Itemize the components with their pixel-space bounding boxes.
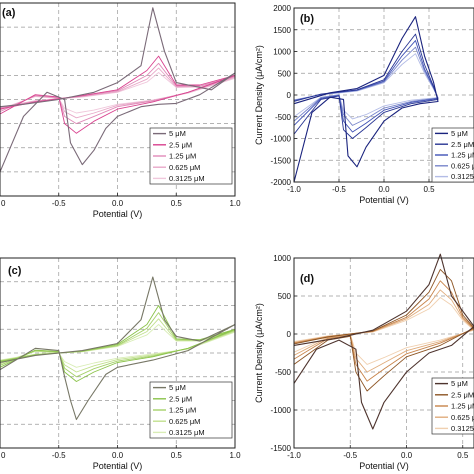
y-tick-label: 500 xyxy=(278,292,292,301)
y-tick-label: -500 xyxy=(275,368,292,377)
legend-entry: 1.25 μM xyxy=(451,151,474,160)
series-line xyxy=(0,318,236,373)
series-line xyxy=(293,297,474,365)
y-tick-label: 2000 xyxy=(273,4,291,13)
legend-entry: 5 μM xyxy=(451,379,468,388)
x-tick-label: 0.0 xyxy=(112,451,124,460)
legend-entry: 1.25 μM xyxy=(451,402,474,411)
y-axis-label: Current Density (μA/cm²) xyxy=(254,45,264,145)
x-tick-label: 0.0 xyxy=(401,451,413,460)
y-tick-label: 1500 xyxy=(273,26,291,35)
series-line xyxy=(0,72,236,114)
legend: 5 μM 2.5 μM 1.25 μM 0.625 μM 0.3125 μM xyxy=(149,127,233,185)
x-tick-label: 0.5 xyxy=(171,199,183,208)
legend-entry: 1.25 μM xyxy=(169,152,196,161)
legend-entry: 5 μM xyxy=(451,129,468,138)
series-line xyxy=(0,55,236,134)
x-tick-label: 0.0 xyxy=(112,199,124,208)
x-tick-label: 1.0 xyxy=(229,199,241,208)
legend-entry: 0.3125 μM xyxy=(451,424,474,433)
series-line xyxy=(0,62,236,125)
y-tick-label: 1000 xyxy=(273,48,291,57)
panel-label: (b) xyxy=(300,13,314,25)
x-tick-label: -0.5 xyxy=(52,451,66,460)
legend-entry: 1.25 μM xyxy=(169,406,196,415)
y-tick-label: -500 xyxy=(275,113,292,122)
y-tick-label: -1500 xyxy=(271,444,292,453)
x-tick-label: -1.0 xyxy=(287,451,301,460)
legend: 5 μM 2.5 μM 1.25 μM 0.625 μM 0.3125 μM xyxy=(431,377,474,435)
series-line xyxy=(293,289,474,373)
y-tick-label: -2000 xyxy=(271,178,292,187)
panel-b: -1.0 -0.5 0.0 0.5 -2000 -1500 -1000 -500 0 500 100… xyxy=(254,4,474,205)
legend-entry: 2.5 μM xyxy=(169,140,192,149)
series-line xyxy=(293,16,439,183)
x-tick-label: -0.5 xyxy=(52,199,66,208)
panel-label: (d) xyxy=(300,273,314,285)
panel-d: -1.0 -0.5 0.0 0.5 -1500 -1000 -500 0 500 1000 Pote… xyxy=(254,253,474,471)
x-tick-label: -1.0 xyxy=(287,185,301,194)
panel-label: (a) xyxy=(2,7,16,19)
x-tick-label: 0 xyxy=(1,451,6,460)
series-line xyxy=(293,268,474,392)
x-axis-label: Potential (V) xyxy=(359,195,409,205)
x-tick-label: 0.5 xyxy=(423,185,435,194)
legend-entry: 5 μM xyxy=(169,383,186,392)
x-axis-label: Potential (V) xyxy=(93,461,143,471)
legend-entry: 0.3125 μM xyxy=(451,172,474,181)
legend-entry: 5 μM xyxy=(169,129,186,138)
x-axis-label: Potential (V) xyxy=(93,209,143,219)
y-tick-label: 500 xyxy=(278,69,292,78)
panel-label: (c) xyxy=(8,265,22,277)
x-tick-label: 0.5 xyxy=(171,451,183,460)
legend-entry: 0.625 μM xyxy=(451,161,474,170)
series-line xyxy=(0,305,236,382)
x-tick-label: 0 xyxy=(1,199,6,208)
legend-entry: 0.3125 μM xyxy=(169,428,205,437)
series-line xyxy=(0,7,236,173)
panel-a: 0 -0.5 0.0 0.5 1.0 Potential (V) (a) 5 μM 2.5 μM… xyxy=(0,2,241,219)
x-tick-label: -0.5 xyxy=(343,451,357,460)
series-line xyxy=(0,276,236,421)
x-tick-label: 1.0 xyxy=(229,451,241,460)
x-tick-label: -0.5 xyxy=(332,185,346,194)
x-tick-label: 0.0 xyxy=(378,185,390,194)
legend-entry: 0.625 μM xyxy=(169,163,200,172)
x-axis-label: Potential (V) xyxy=(359,461,409,471)
y-tick-label: -1000 xyxy=(271,135,292,144)
legend-entry: 0.625 μM xyxy=(451,413,474,422)
series-line xyxy=(293,280,474,382)
y-tick-label: -1000 xyxy=(271,406,292,415)
y-tick-label: -1500 xyxy=(271,156,292,165)
legend-entry: 2.5 μM xyxy=(451,140,474,149)
y-tick-label: 1000 xyxy=(273,254,291,263)
series-line xyxy=(0,67,236,119)
x-tick-label: 0.5 xyxy=(457,451,469,460)
panel-c: 0 -0.5 0.0 0.5 1.0 Potential (V) (c) 5 μM 2.5 μM… xyxy=(0,257,241,471)
legend: 5 μM 2.5 μM 1.25 μM 0.625 μM 0.3125 μM xyxy=(149,381,233,439)
legend-entry: 2.5 μM xyxy=(451,390,474,399)
y-axis-label: Current Density (μA/cm²) xyxy=(254,303,264,403)
legend-entry: 2.5 μM xyxy=(169,394,192,403)
series-line xyxy=(293,253,474,430)
legend: 5 μM 2.5 μM 1.25 μM0.625 μM 0.3125 μM xyxy=(431,127,474,183)
legend-entry: 0.625 μM xyxy=(169,417,200,426)
y-tick-label: 0 xyxy=(287,330,292,339)
y-tick-label: 0 xyxy=(287,91,292,100)
legend-entry: 0.3125 μM xyxy=(169,174,205,183)
plot-frame xyxy=(293,257,474,449)
